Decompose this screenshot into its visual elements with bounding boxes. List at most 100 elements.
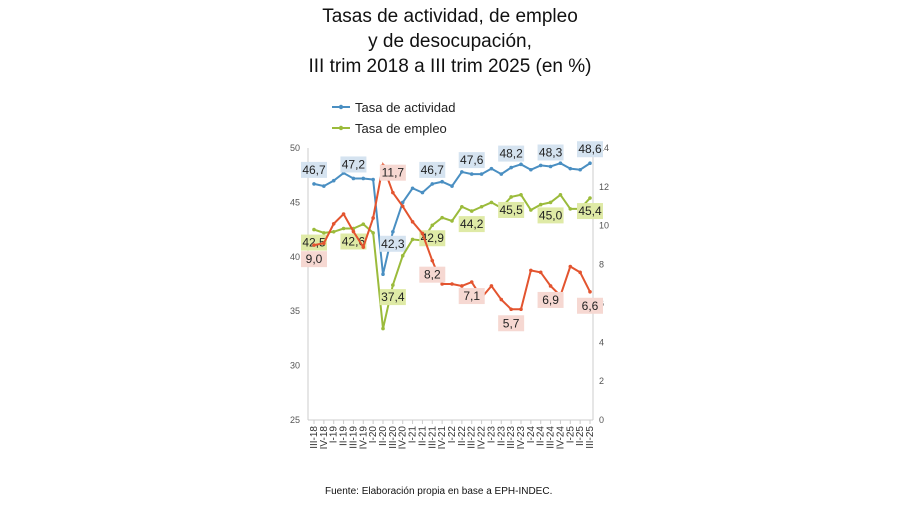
data-point	[410, 237, 415, 242]
data-label-bg	[301, 234, 327, 251]
data-point	[460, 170, 464, 174]
title-line-2: y de desocupación,	[368, 31, 532, 52]
data-label-bg	[577, 203, 603, 220]
title-line-1: Tasas de actividad, de empleo	[322, 6, 578, 27]
data-point	[538, 163, 543, 168]
left-tick-label: 50	[290, 143, 300, 153]
x-tick-label: II-25	[575, 426, 586, 446]
title-line-3: III trim 2018 a III trim 2025 (en %)	[308, 56, 592, 77]
data-label: 46,7	[302, 163, 326, 177]
data-label: 42,9	[421, 231, 445, 245]
data-point	[469, 172, 474, 176]
x-tick-label: I-22	[447, 426, 458, 444]
data-point	[361, 176, 366, 181]
x-tick-label: II-21	[417, 426, 428, 446]
data-point	[450, 219, 454, 223]
x-tick-label: III-22	[467, 426, 478, 449]
data-label-bg	[379, 235, 406, 252]
data-label: 46,7	[421, 163, 445, 177]
data-label: 7,1	[463, 289, 480, 303]
data-point	[341, 226, 346, 231]
data-point	[400, 253, 405, 258]
data-point	[588, 196, 592, 200]
right-tick-label: 10	[599, 221, 609, 231]
x-tick-label: IV-18	[319, 426, 330, 450]
x-tick-label: I-23	[486, 426, 497, 444]
data-label-bg	[577, 297, 603, 314]
legend-marker	[338, 125, 344, 131]
data-point	[519, 192, 523, 197]
data-point	[558, 161, 563, 166]
data-point	[509, 195, 513, 199]
data-label: 47,6	[460, 153, 484, 167]
data-point	[410, 186, 415, 191]
data-point	[489, 284, 494, 288]
right-tick-label: 0	[599, 415, 604, 425]
data-point	[548, 284, 553, 288]
legend-label: Tasa de empleo	[355, 121, 447, 136]
data-label-bg	[301, 161, 327, 178]
data-point	[391, 190, 395, 195]
data-point	[440, 215, 444, 220]
data-point	[538, 270, 543, 275]
data-label: 45,5	[499, 203, 523, 217]
data-point	[400, 200, 405, 205]
data-label-bg	[498, 201, 525, 218]
data-point	[499, 172, 504, 176]
left-tick-label: 30	[290, 361, 300, 371]
data-point	[331, 221, 336, 226]
data-label: 42,5	[302, 236, 326, 250]
x-tick-label: I-20	[368, 426, 379, 444]
data-point	[538, 202, 543, 207]
data-point	[322, 231, 326, 235]
data-label: 6,6	[582, 299, 599, 313]
data-point	[322, 241, 326, 245]
left-tick-label: 35	[290, 306, 300, 316]
right-tick-label: 8	[599, 260, 604, 270]
data-point	[400, 204, 405, 209]
data-point	[578, 270, 582, 275]
data-label: 45,4	[578, 204, 602, 218]
x-tick-label: IV-24	[555, 426, 566, 450]
x-tick-label: I-24	[526, 426, 537, 444]
data-point	[420, 231, 425, 236]
data-point	[361, 245, 366, 249]
x-tick-label: IV-19	[358, 426, 369, 450]
x-tick-label: II-20	[378, 426, 389, 446]
data-label: 9,0	[306, 252, 323, 266]
x-tick-label: III-21	[427, 426, 438, 449]
data-point	[351, 176, 356, 181]
data-point	[469, 209, 474, 213]
x-tick-label: I-25	[565, 426, 576, 444]
data-point	[341, 212, 346, 216]
data-label: 37,4	[381, 290, 405, 304]
x-tick-label: II-19	[339, 426, 350, 446]
data-point	[381, 272, 385, 277]
data-point	[450, 282, 454, 286]
right-tick-label: 4	[599, 337, 604, 347]
x-tick-label: IV-20	[398, 426, 409, 450]
data-point	[548, 200, 553, 205]
data-label: 5,7	[503, 316, 520, 330]
data-label: 11,7	[382, 166, 405, 180]
data-point	[440, 282, 444, 286]
data-label-bg	[458, 288, 485, 305]
right-tick-label: 14	[599, 143, 609, 153]
data-label-bg	[537, 144, 564, 161]
data-point	[371, 231, 375, 235]
data-label-bg	[301, 251, 327, 268]
data-label: 48,3	[539, 145, 563, 159]
data-point	[509, 307, 513, 312]
data-label: 8,2	[424, 268, 441, 282]
data-point	[588, 161, 592, 166]
data-label: 45,0	[539, 208, 563, 222]
data-point	[420, 190, 425, 195]
data-point	[509, 165, 513, 170]
data-label: 42,6	[342, 235, 366, 249]
left-tick-label: 40	[290, 252, 300, 262]
data-point	[351, 229, 356, 234]
data-point	[479, 204, 484, 209]
x-tick-label: III-18	[309, 426, 320, 449]
data-point	[588, 289, 592, 294]
data-point	[312, 227, 316, 232]
